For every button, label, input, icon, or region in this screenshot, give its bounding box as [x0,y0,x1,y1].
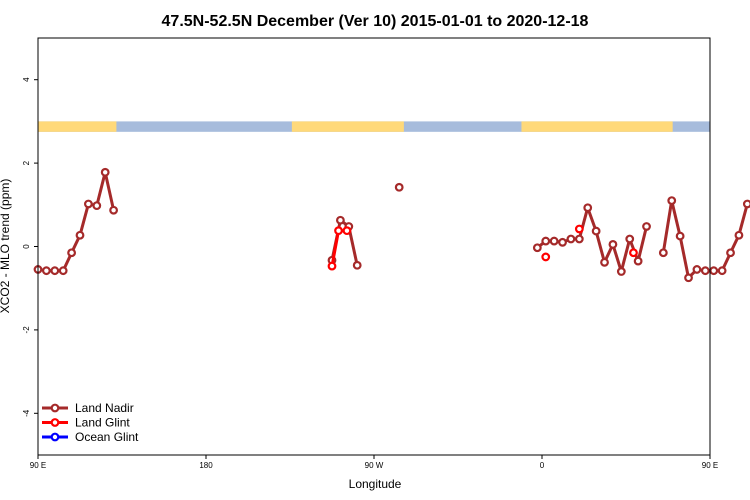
data-point [642,222,651,231]
data-point [629,248,638,258]
land-strip-segment [291,121,404,132]
series-layer [33,167,750,283]
data-point [675,231,685,241]
series-line [37,170,116,273]
y-tick-label: 0 [22,244,31,249]
series-line [330,229,347,267]
legend-item-land-nadir: Land Nadir [42,401,134,415]
data-point [700,266,710,276]
legend-marker [50,403,60,413]
x-tick-label: 0 [540,461,545,470]
data-point [342,226,352,236]
data-point [709,266,719,276]
data-point [92,201,102,211]
y-tick-label: 2 [22,160,31,165]
legend-item-ocean-glint: Ocean Glint [42,430,139,444]
land-strip-segment [38,121,117,132]
land-strip-segment [521,121,673,132]
x-axis-label: Longitude [349,477,402,491]
series-land-glint [327,224,638,271]
legend-marker [50,432,60,442]
data-point [734,230,744,240]
x-axis: 90 E 180 90 W 0 90 E [30,455,718,470]
x-tick-label: 90 E [702,461,718,470]
data-point [742,199,750,209]
legend-label: Land Nadir [75,401,134,415]
data-point [608,240,618,249]
y-tick-label: -2 [22,326,31,334]
data-point [50,266,60,276]
data-point [591,226,601,236]
data-point [549,236,559,246]
land-ocean-strip [38,121,710,132]
data-point [625,234,635,244]
data-point [717,266,727,276]
data-point [100,167,110,177]
data-point [684,273,693,283]
data-point [616,267,626,276]
data-point [67,248,76,258]
data-point [692,265,702,274]
chart-title: 47.5N-52.5N December (Ver 10) 2015-01-01… [162,13,589,30]
y-axis-label: XCO2 - MLO trend (ppm) [0,179,12,314]
data-point [336,215,345,225]
y-tick-label: 4 [22,77,31,82]
series-line [661,199,750,280]
data-point [658,248,668,258]
data-point [541,236,551,246]
y-axis: -4 -2 0 2 4 [22,77,38,417]
data-point [600,257,609,267]
x-tick-label: 90 W [365,461,384,470]
data-point [352,260,362,270]
legend-marker [50,418,60,427]
y-tick-label: -4 [22,409,31,417]
data-point [532,243,542,253]
data-point [327,261,337,271]
data-point [726,248,735,258]
data-point [394,182,404,192]
legend-label: Ocean Glint [75,430,139,444]
data-point [109,205,118,215]
data-point [566,234,576,244]
data-point [75,230,85,240]
series-land-nadir [33,167,750,283]
legend-label: Land Glint [75,416,130,430]
data-point [583,203,593,213]
data-point [541,252,551,262]
data-point [667,196,677,206]
data-point [83,199,93,209]
legend-item-land-glint: Land Glint [42,416,130,430]
data-point [574,234,584,244]
data-point [334,226,343,236]
data-point [633,256,643,266]
data-point [574,224,584,234]
x-tick-label: 90 E [30,461,46,470]
data-point [58,266,68,276]
data-point [42,266,51,276]
x-tick-label: 180 [199,461,213,470]
data-point [558,237,567,247]
